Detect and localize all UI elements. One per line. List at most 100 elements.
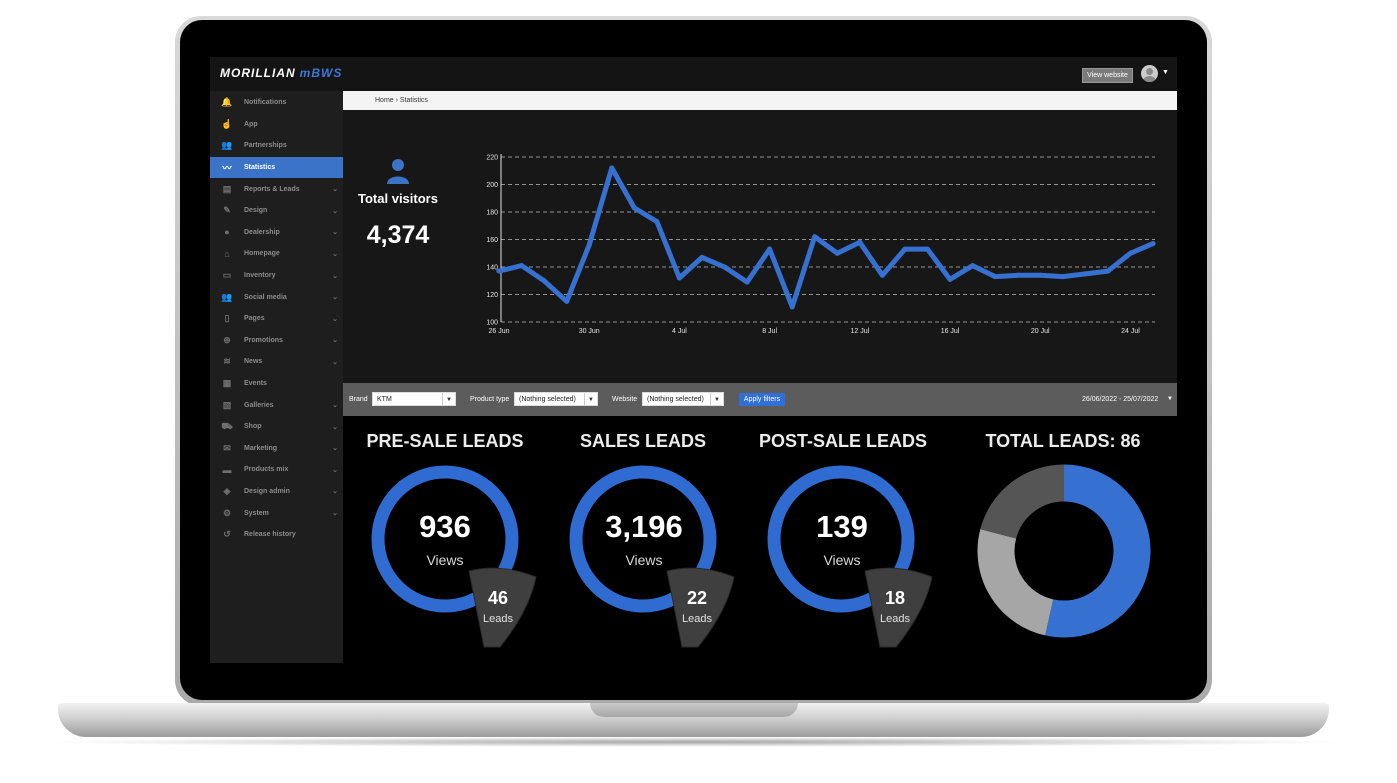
- screen: MORILLIAN mBWS View website ▼ 🔔 Notificati…: [210, 57, 1177, 663]
- chevron-down-icon: ⌄: [332, 466, 338, 474]
- sidebar-item-statistics[interactable]: 〰 Statistics: [210, 156, 343, 179]
- sidebar-item-app[interactable]: ☝ App: [210, 114, 343, 136]
- chevron-down-icon: ⌄: [332, 186, 338, 194]
- product-type-filter-label: Product type: [470, 396, 510, 403]
- sidebar-item-social-media[interactable]: 👥 Social media ⌄: [210, 286, 343, 308]
- sidebar-item-dealership[interactable]: ● Dealership ⌄: [210, 222, 343, 244]
- sidebar-item-label: Design: [244, 207, 268, 215]
- home-icon: ⌂: [224, 248, 230, 259]
- mail-icon: ✉: [223, 442, 231, 453]
- sales-leads-count: 22: [686, 588, 708, 608]
- sidebar-item-galleries[interactable]: ▧ Galleries ⌄: [210, 394, 343, 416]
- website-select-value: (Nothing selected): [647, 396, 704, 403]
- sidebar-item-promotions[interactable]: ⊕ Promotions ⌄: [210, 330, 343, 352]
- y-tick-label: 100: [486, 320, 498, 327]
- sidebar-item-label: Social media: [244, 293, 287, 301]
- chevron-down-icon: ⌄: [332, 358, 338, 366]
- data-point: [1105, 268, 1111, 274]
- sidebar-item-events[interactable]: ▦ Events: [210, 373, 343, 395]
- data-point: [1037, 272, 1043, 278]
- data-point: [496, 268, 502, 274]
- sales-views-value: 3,196: [605, 509, 683, 544]
- contact-card-icon: ▤: [222, 183, 232, 194]
- sidebar-item-label: Statistics: [244, 164, 276, 172]
- brand-logo[interactable]: MORILLIAN mBWS: [220, 66, 342, 80]
- book-icon: ▯: [224, 313, 230, 324]
- sidebar-item-notifications[interactable]: 🔔 Notifications: [210, 92, 343, 114]
- sidebar-item-products-mix[interactable]: ▬ Products mix ⌄: [210, 459, 343, 481]
- view-website-button[interactable]: View website: [1082, 68, 1133, 83]
- sidebar-item-pages[interactable]: ▯ Pages ⌄: [210, 308, 343, 330]
- data-point: [970, 263, 976, 269]
- donut-slice-pre-sale: [1045, 464, 1151, 638]
- data-point: [654, 219, 660, 225]
- apply-filters-button[interactable]: Apply filters: [739, 393, 785, 406]
- chevron-down-icon: ⌄: [332, 402, 338, 410]
- avatar[interactable]: [1141, 65, 1158, 82]
- sidebar-item-label: Design admin: [244, 487, 290, 495]
- sidebar-item-label: App: [244, 120, 258, 128]
- sales-leads-title: SALES LEADS: [579, 431, 707, 451]
- data-point: [564, 298, 570, 304]
- sidebar-item-homepage[interactable]: ⌂ Homepage ⌄: [210, 243, 343, 265]
- pre-sale-views-ring: [371, 465, 519, 613]
- data-point: [789, 304, 795, 310]
- brand-select[interactable]: KTM ▼: [372, 392, 456, 406]
- add-circle-icon: ⊕: [223, 334, 231, 345]
- sidebar-item-label: Shop: [244, 423, 262, 431]
- post-sale-leads-label: Leads: [880, 613, 910, 625]
- data-point: [586, 242, 592, 248]
- sidebar-item-partnerships[interactable]: 👥 Partnerships: [210, 135, 343, 157]
- location-pin-icon: ●: [224, 227, 230, 238]
- leads-graphics: [371, 464, 1151, 648]
- data-point: [879, 272, 885, 278]
- touch-icon: ☝: [221, 118, 233, 129]
- group-icon: 👥: [221, 291, 233, 302]
- post-sale-views-label: Views: [823, 552, 861, 568]
- laptop-notch: [590, 703, 798, 717]
- breadcrumb-text[interactable]: Home › Statistics: [375, 97, 428, 104]
- product-type-select[interactable]: (Nothing selected) ▼: [514, 392, 598, 406]
- sidebar-item-label: Events: [244, 380, 267, 388]
- cart-icon: ⛟: [221, 420, 233, 431]
- sidebar-item-design[interactable]: ✎ Design ⌄: [210, 200, 343, 222]
- sidebar-item-release-history[interactable]: ↺ Release history: [210, 524, 343, 546]
- dropdown-caret-icon: ▼: [710, 393, 723, 405]
- caret-down-icon[interactable]: ▼: [1162, 69, 1169, 76]
- x-tick-label: 24 Jul: [1121, 328, 1140, 335]
- x-tick-label: 4 Jul: [672, 328, 687, 335]
- pre-sale-leads-label: Leads: [483, 613, 513, 625]
- data-point: [722, 264, 728, 270]
- visitors-panel: Total visitors 4,374 100 120 140 160 180 200 2…: [343, 110, 1177, 383]
- data-point: [992, 274, 998, 280]
- data-point: [631, 205, 637, 211]
- date-range-picker[interactable]: 26/06/2022 - 25/07/2022: [1082, 396, 1159, 403]
- sidebar-item-label: Pages: [244, 315, 265, 323]
- filter-bar: Brand KTM ▼ Product type (Nothing select…: [343, 383, 1177, 416]
- sidebar-item-label: Inventory: [244, 272, 276, 280]
- sidebar-item-inventory[interactable]: ▭ Inventory ⌄: [210, 265, 343, 287]
- sidebar-item-news[interactable]: ≋ News ⌄: [210, 351, 343, 373]
- sidebar-item-system[interactable]: ⚙ System ⌄: [210, 502, 343, 524]
- truck-icon: ▬: [222, 464, 232, 475]
- post-sale-views-value: 139: [816, 509, 868, 544]
- brush-icon: ✎: [223, 205, 231, 216]
- chevron-down-icon: ⌄: [332, 510, 338, 518]
- brand-filter-label: Brand: [349, 396, 368, 403]
- palette-icon: ◈: [223, 485, 231, 496]
- sidebar-item-reports-leads[interactable]: ▤ Reports & Leads ⌄: [210, 178, 343, 200]
- history-icon: ↺: [223, 529, 231, 540]
- data-point: [699, 254, 705, 260]
- sidebar-item-marketing[interactable]: ✉ Marketing ⌄: [210, 438, 343, 460]
- sidebar-item-shop[interactable]: ⛟ Shop ⌄: [210, 416, 343, 438]
- website-select[interactable]: (Nothing selected) ▼: [642, 392, 724, 406]
- post-sale-leads-title: POST-SALE LEADS: [758, 431, 928, 451]
- sidebar-item-design-admin[interactable]: ◈ Design admin ⌄: [210, 481, 343, 503]
- leads-panel: PRE-SALE LEADS 936 Views 46 Leads SALES …: [343, 416, 1177, 663]
- donut-slice-sales: [977, 529, 1055, 636]
- chevron-down-icon[interactable]: ▼: [1167, 396, 1173, 402]
- people-icon: 👥: [221, 140, 233, 151]
- gear-icon: ⚙: [222, 507, 232, 518]
- brand-select-value: KTM: [377, 396, 392, 403]
- data-point: [1060, 274, 1066, 280]
